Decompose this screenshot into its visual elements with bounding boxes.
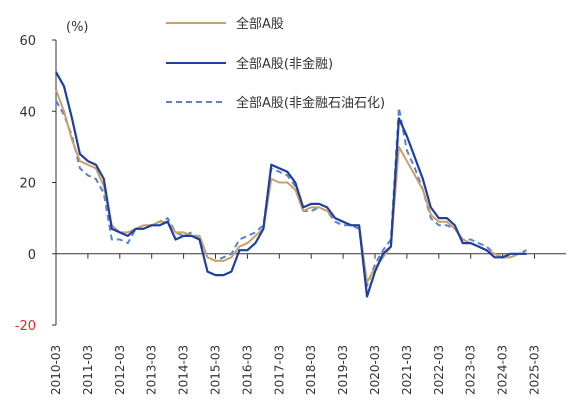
x-tick-label: 2016-03 (240, 345, 254, 395)
series-line-2 (55, 71, 527, 298)
x-tick-label: 2020-03 (368, 345, 382, 395)
y-tick-label: 60 (19, 34, 36, 49)
x-tick-label: 2019-03 (336, 345, 350, 395)
legend-label: 全部A股 (236, 16, 284, 32)
y-tick-label: -20 (15, 319, 36, 334)
x-tick-label: 2015-03 (209, 345, 223, 395)
legend-label: 全部A股(非金融) (236, 56, 333, 72)
series-line-3 (55, 100, 527, 287)
y-tick-label: 40 (19, 105, 36, 120)
x-tick-label: 2014-03 (177, 345, 191, 395)
x-tick-label: 2018-03 (304, 345, 318, 395)
x-tick-label: 2012-03 (113, 345, 127, 395)
axes: -20 0 20 40 60 (%) 2010-03 2011-03 2012-03 2013-0… (15, 20, 566, 395)
y-unit-label: (%) (66, 20, 89, 35)
x-tick-label: 2017-03 (272, 345, 286, 395)
x-tick-label: 2013-03 (145, 345, 159, 395)
y-tick-label: 20 (19, 177, 36, 192)
legend-label: 全部A股(非金融石油石化) (236, 95, 385, 111)
x-tick-label: 2024-03 (496, 345, 510, 395)
x-tick-label: 2022-03 (432, 345, 446, 395)
x-tick-label: 2011-03 (81, 345, 95, 395)
series-lines (55, 71, 527, 298)
x-tick-label: 2023-03 (464, 345, 478, 395)
y-tick-label: 0 (28, 248, 36, 263)
x-tick-label: 2025-03 (528, 345, 542, 395)
x-tick-label: 2010-03 (49, 345, 63, 395)
x-tick-label: 2021-03 (400, 345, 414, 395)
